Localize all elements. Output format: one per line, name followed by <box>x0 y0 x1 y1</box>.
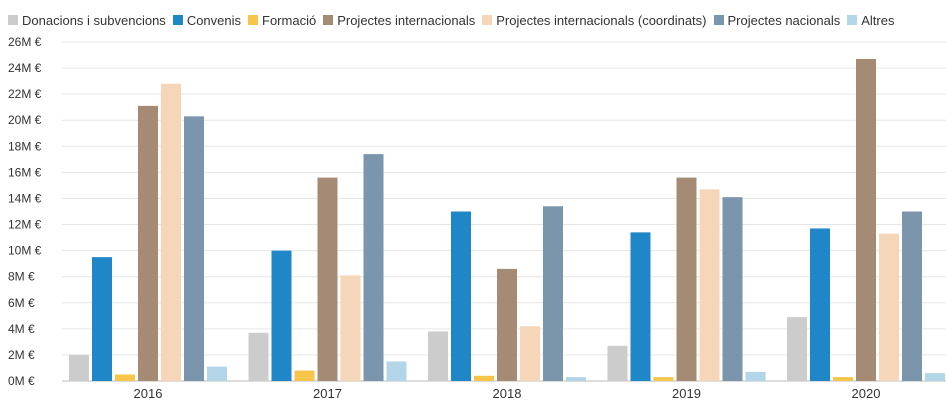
legend-label: Projectes nacionals <box>727 12 841 28</box>
bars <box>69 58 945 382</box>
bar-altres-2020[interactable] <box>925 373 945 381</box>
bar-convenis-2017[interactable] <box>271 250 292 381</box>
bar-convenis-2016[interactable] <box>92 257 112 381</box>
y-tick-label: 8M € <box>8 270 35 284</box>
bar-formaci-2020[interactable] <box>833 377 853 381</box>
bar-altres-2019[interactable] <box>745 371 766 381</box>
bar-donacions-i-subvencions-2020[interactable] <box>787 317 807 381</box>
bar-formaci-2016[interactable] <box>115 374 135 381</box>
y-tick-label: 4M € <box>8 322 35 336</box>
bar-convenis-2019[interactable] <box>630 232 651 381</box>
legend-item-projectes-internacionals-coordinats[interactable]: Projectes internacionals (coordinats) <box>482 12 707 28</box>
x-tick-label: 2017 <box>313 386 342 400</box>
x-tick-label: 2016 <box>134 386 163 400</box>
bar-projectes-nacionals-2018[interactable] <box>543 206 563 381</box>
legend-swatch <box>248 15 259 25</box>
bar-projectes-nacionals-2017[interactable] <box>363 154 384 381</box>
bar-projectes-internacionals-coordinats-2019[interactable] <box>699 189 720 381</box>
bar-altres-2018[interactable] <box>566 377 586 381</box>
y-tick-label: 6M € <box>8 296 35 310</box>
legend-swatch <box>8 15 18 25</box>
y-tick-label: 22M € <box>8 87 42 101</box>
y-axis-ticks: 0M € 2M € 4M € 6M € 8M € 10M € 12M € 14M € 16M €… <box>8 35 42 388</box>
y-tick-label: 12M € <box>8 218 42 232</box>
y-tick-label: 24M € <box>8 61 42 75</box>
bar-altres-2016[interactable] <box>207 366 227 381</box>
legend-label: Projectes internacionals <box>337 12 476 28</box>
bar-projectes-internacionals-2019[interactable] <box>676 177 697 381</box>
bar-donacions-i-subvencions-2017[interactable] <box>248 332 269 381</box>
x-tick-label: 2019 <box>672 386 701 400</box>
legend-label: Convenis <box>186 12 242 28</box>
y-tick-label: 18M € <box>8 139 42 153</box>
bar-projectes-internacionals-2020[interactable] <box>856 58 876 381</box>
bar-projectes-nacionals-2019[interactable] <box>722 197 743 381</box>
legend-label: Projectes internacionals (coordinats) <box>496 12 707 28</box>
legend-item-altres[interactable]: Altres <box>847 13 894 28</box>
x-tick-label: 2020 <box>852 386 881 400</box>
y-tick-label: 20M € <box>8 113 42 127</box>
y-tick-label: 14M € <box>8 191 42 205</box>
legend: Donacions i subvencions Convenis Formació P… <box>8 10 901 30</box>
legend-item-convenis[interactable]: Convenis <box>172 12 242 28</box>
bar-donacions-i-subvencions-2016[interactable] <box>69 354 89 381</box>
bar-projectes-internacionals-2016[interactable] <box>138 105 158 381</box>
bar-projectes-internacionals-2018[interactable] <box>497 268 517 381</box>
x-axis-ticks: 2016 2017 2018 2019 2020 <box>134 386 881 400</box>
bar-projectes-internacionals-coordinats-2020[interactable] <box>879 233 899 381</box>
bar-donacions-i-subvencions-2018[interactable] <box>428 331 448 381</box>
y-tick-label: 26M € <box>8 35 42 49</box>
bar-formaci-2017[interactable] <box>294 370 315 381</box>
legend-swatch <box>482 15 493 25</box>
y-tick-label: 2M € <box>8 348 35 362</box>
legend-swatch <box>172 15 183 25</box>
bar-convenis-2020[interactable] <box>810 228 830 381</box>
bar-projectes-internacionals-coordinats-2016[interactable] <box>161 83 181 381</box>
legend-item-projectes-nacionals[interactable]: Projectes nacionals <box>713 12 841 28</box>
bar-altres-2017[interactable] <box>386 361 407 381</box>
bar-formaci-2019[interactable] <box>653 377 674 381</box>
bar-convenis-2018[interactable] <box>451 211 471 382</box>
bar-formaci-2018[interactable] <box>474 375 494 381</box>
y-tick-label: 10M € <box>8 244 42 258</box>
legend-label: Donacions i subvencions <box>22 12 166 28</box>
legend-label: Formació <box>262 12 317 28</box>
y-tick-label: 0M € <box>8 374 35 388</box>
legend-item-donacions-i-subvencions[interactable]: Donacions i subvencions <box>8 13 166 28</box>
bar-projectes-nacionals-2020[interactable] <box>902 211 922 382</box>
bar-projectes-internacionals-coordinats-2017[interactable] <box>340 275 361 381</box>
bar-donacions-i-subvencions-2019[interactable] <box>607 345 628 381</box>
legend-swatch <box>713 15 724 25</box>
legend-swatch <box>847 15 858 25</box>
legend-item-projectes-internacionals[interactable]: Projectes internacionals <box>323 13 475 28</box>
bar-projectes-nacionals-2016[interactable] <box>184 116 204 382</box>
legend-item-formaci[interactable]: Formació <box>248 13 316 28</box>
legend-swatch <box>323 15 334 25</box>
x-tick-label: 2018 <box>493 386 522 400</box>
legend-label: Altres <box>861 12 895 28</box>
bar-projectes-internacionals-2017[interactable] <box>317 177 338 381</box>
bar-projectes-internacionals-coordinats-2018[interactable] <box>520 326 540 381</box>
y-tick-label: 16M € <box>8 165 42 179</box>
